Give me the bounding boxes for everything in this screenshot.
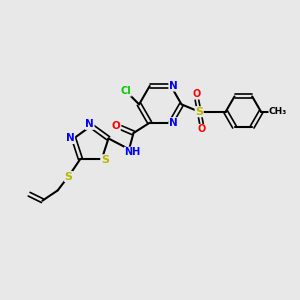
Text: N: N xyxy=(66,134,75,143)
Text: O: O xyxy=(193,89,201,99)
Text: O: O xyxy=(112,121,120,131)
Text: CH₃: CH₃ xyxy=(269,107,287,116)
Text: N: N xyxy=(85,119,94,129)
Text: S: S xyxy=(101,155,109,165)
Text: NH: NH xyxy=(124,147,141,157)
Text: N: N xyxy=(169,118,178,128)
Text: N: N xyxy=(169,81,178,91)
Text: O: O xyxy=(197,124,206,134)
Text: Cl: Cl xyxy=(121,86,131,96)
Text: S: S xyxy=(64,172,73,182)
Text: S: S xyxy=(195,107,203,117)
